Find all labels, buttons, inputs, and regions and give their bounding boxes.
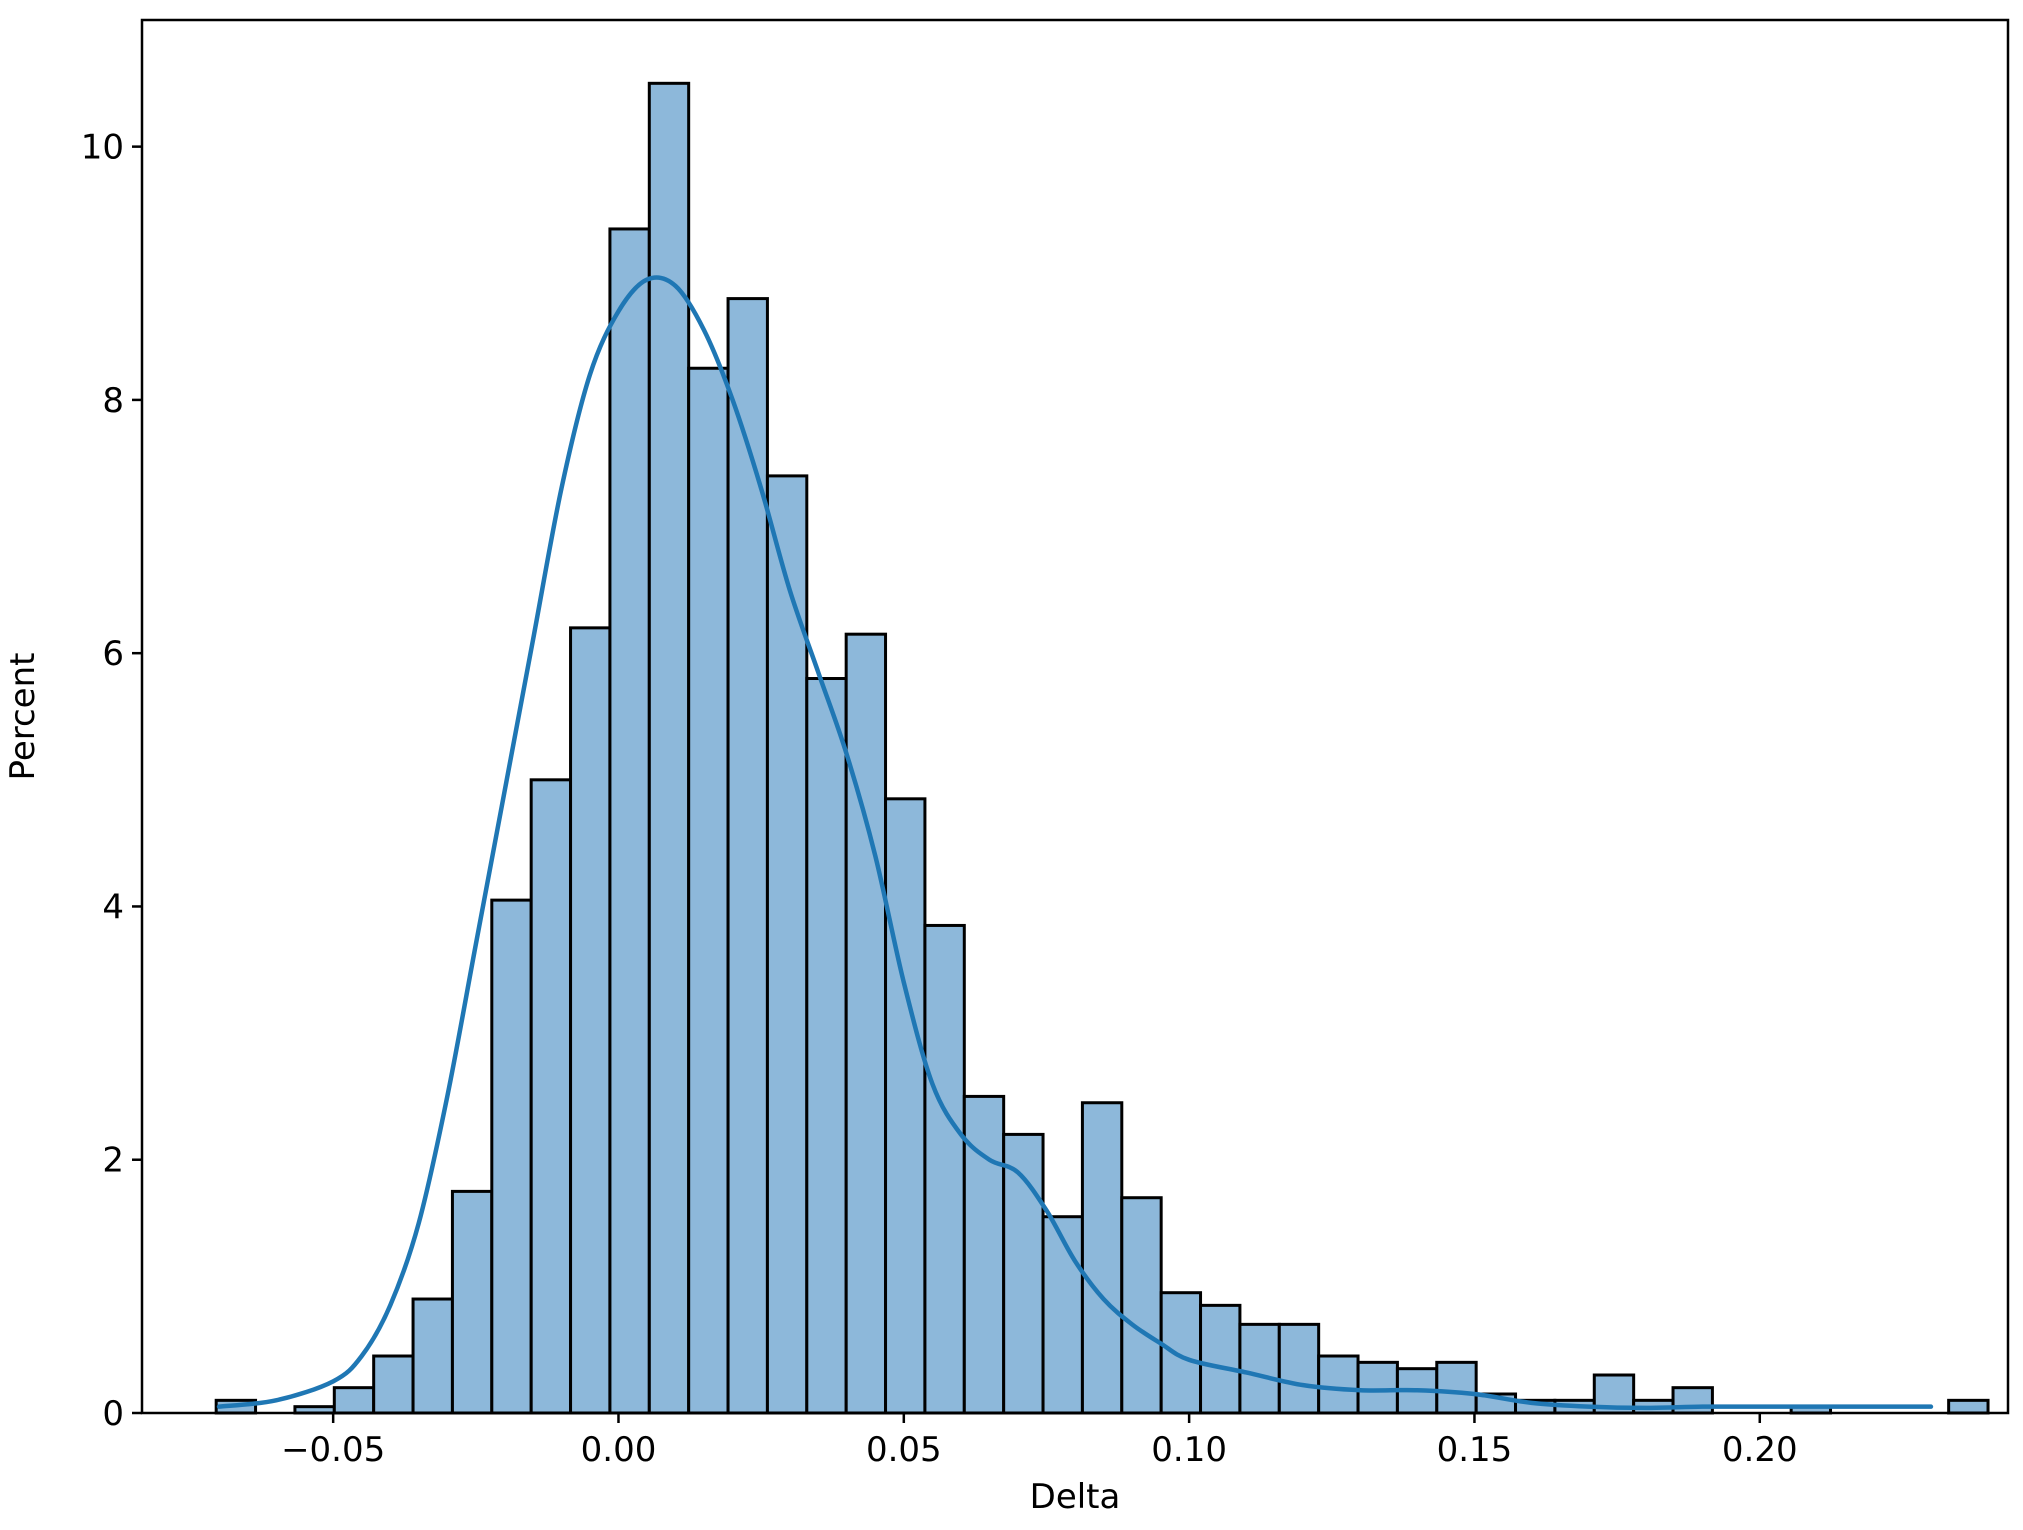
histogram-bar [1317,1354,1360,1415]
y-tick-label: 10 [81,128,124,168]
histogram-bar [1356,1360,1399,1415]
y-tick-label: 6 [102,634,124,674]
x-tick-label: 0.10 [1151,1430,1227,1470]
histogram-bar [1199,1303,1242,1415]
y-axis-ticks: 0 2 4 6 8 10 [81,128,142,1434]
histogram-bar [726,297,769,1415]
histogram-bar [687,366,730,1415]
histogram-bar [765,474,809,1415]
histogram-bar [923,923,966,1415]
histogram-bar [1238,1322,1281,1415]
histogram-bars [214,81,1990,1415]
histogram-bar [569,626,612,1415]
y-axis-label: Percent [3,653,43,781]
histogram-bar [1435,1360,1478,1415]
histogram-bar [608,227,651,1415]
histogram-bar [529,778,573,1415]
histogram-bar [490,898,533,1415]
histogram-bar [647,81,691,1415]
x-axis-label: Delta [1030,1477,1121,1517]
y-tick-label: 4 [102,887,124,927]
histogram-bar [450,1189,494,1415]
histogram-bar [805,677,848,1415]
histogram-bar [411,1297,454,1415]
histogram-bar [884,797,927,1415]
x-tick-label: 0.15 [1437,1430,1513,1470]
y-tick-label: 0 [102,1394,124,1434]
histogram-bar [1080,1101,1124,1415]
histogram-bar [1947,1398,1990,1415]
x-tick-label: 0.00 [581,1430,657,1470]
x-tick-label: −0.05 [281,1430,385,1470]
plot-frame [140,18,2010,1415]
histogram-bar [372,1354,415,1415]
histogram-bar [844,632,888,1415]
histogram-bar [1277,1322,1321,1415]
x-tick-label: 0.05 [866,1430,942,1470]
x-tick-label: 0.20 [1722,1430,1798,1470]
histogram-bar [1041,1215,1084,1415]
x-axis-ticks: −0.05 0.00 0.05 0.10 0.15 0.20 [281,1413,1798,1470]
kde-curve [216,275,1934,1411]
histogram-bar [1159,1291,1203,1415]
y-tick-label: 2 [102,1141,124,1181]
histogram-bar [332,1386,376,1415]
histogram-bar [1120,1196,1163,1415]
y-tick-label: 8 [102,381,124,421]
